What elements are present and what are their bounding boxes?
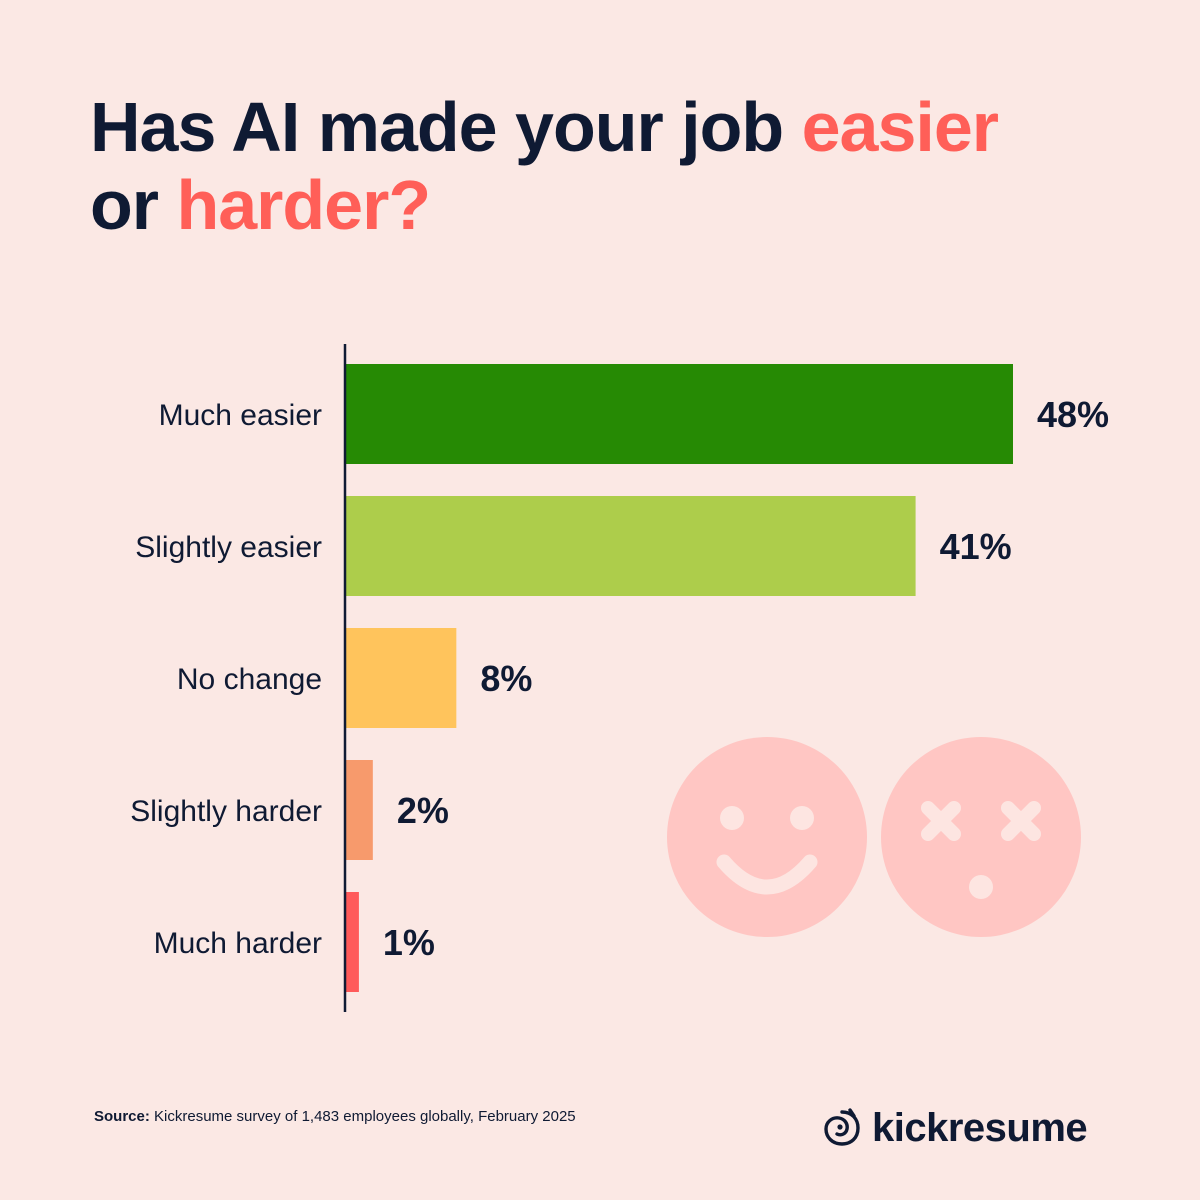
category-label: Slightly harder [130,795,322,828]
value-label: 1% [383,922,435,963]
bar-no-change [345,628,457,728]
title-part-1: Has AI made your job [90,88,802,166]
bar-slightly-harder [345,760,373,860]
value-label: 8% [480,658,532,699]
brand-logo: kickresume [820,1100,1088,1156]
bar-chart: Much easier 48% Slightly easier 41% No chang… [130,344,1109,1012]
page-title: Has AI made your job easier or harder? [90,88,1130,244]
bar-much-harder [345,892,359,992]
kickresume-logo-icon [824,1108,860,1146]
title-highlight-easier: easier [801,88,999,166]
bars: Much easier 48% Slightly easier 41% No chang… [130,364,1109,992]
value-label: 2% [397,790,449,831]
value-label: 48% [1037,394,1109,435]
source-label: Source: [94,1108,150,1125]
decorative-faces [667,737,1081,937]
smiley-face-icon [667,737,867,937]
bar-much-easier [345,364,1013,464]
value-label: 41% [940,526,1012,567]
title-highlight-harder: harder? [176,166,431,244]
dizzy-face-icon [881,737,1081,937]
category-label: Much harder [154,927,322,960]
brand-name: kickresume [872,1105,1088,1150]
source-note: Source: Kickresume survey of 1,483 emplo… [94,1108,576,1125]
category-label: No change [177,663,322,696]
bar-slightly-easier [345,496,916,596]
category-label: Slightly easier [135,531,322,564]
source-text: Kickresume survey of 1,483 employees glo… [149,1108,576,1125]
title-part-2: or [90,166,177,244]
category-label: Much easier [159,399,322,432]
